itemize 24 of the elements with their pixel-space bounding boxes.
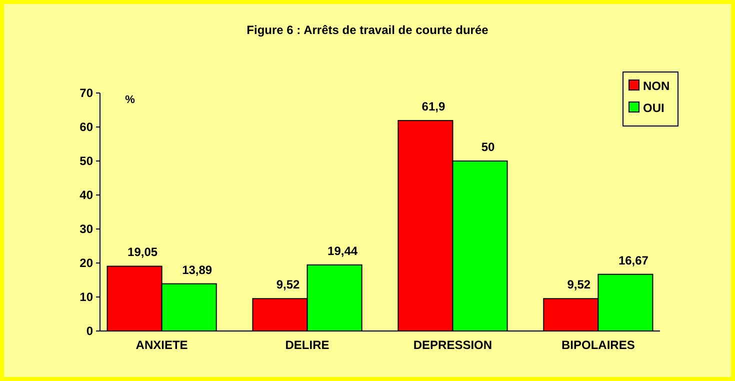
y-tick-label: 30: [80, 222, 94, 236]
y-tick-label: 0: [86, 324, 94, 338]
data-label: 50: [481, 140, 495, 154]
y-tick-label: 50: [80, 154, 94, 168]
data-label: 16,67: [618, 253, 649, 268]
x-tick-label: BIPOLAIRES: [562, 338, 635, 352]
y-tick-label: 10: [80, 290, 94, 304]
data-label: 19,05: [128, 245, 158, 260]
x-tick-label: DEPRESSION: [413, 338, 492, 352]
data-label: 19,44: [328, 244, 358, 258]
y-axis-title: %: [125, 94, 136, 106]
y-tick-label: 60: [80, 120, 94, 134]
chart-title: Figure 6 : Arrêts de travail de courte durée: [246, 23, 489, 37]
legend-label: OUI: [643, 101, 664, 115]
y-tick-label: 70: [80, 86, 94, 100]
data-label: 13,89: [182, 262, 212, 277]
legend-label: NON: [643, 79, 670, 93]
data-label: 9,52: [276, 278, 300, 292]
data-label: 9,52: [567, 278, 591, 292]
y-tick-label: 20: [80, 256, 94, 270]
x-tick-label: ANXIETE: [136, 338, 188, 352]
x-tick-label: DELIRE: [285, 338, 330, 352]
data-label: 61,9: [422, 100, 446, 114]
y-tick-label: 40: [80, 188, 94, 202]
